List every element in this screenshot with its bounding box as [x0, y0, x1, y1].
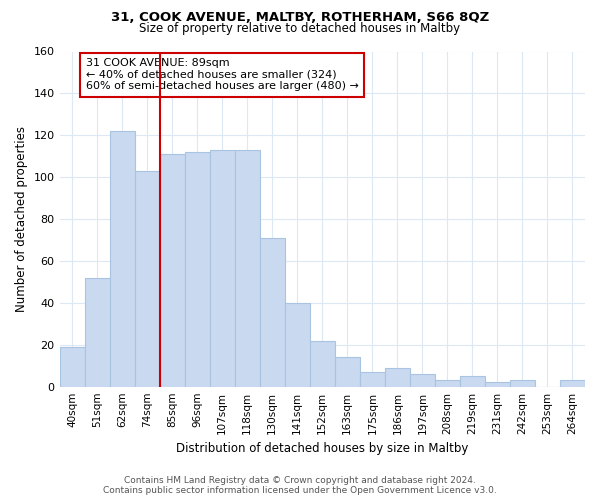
Bar — [285, 303, 310, 386]
Text: Size of property relative to detached houses in Maltby: Size of property relative to detached ho… — [139, 22, 461, 35]
Bar — [410, 374, 435, 386]
Bar — [435, 380, 460, 386]
Bar — [85, 278, 110, 386]
Text: Contains HM Land Registry data © Crown copyright and database right 2024.
Contai: Contains HM Land Registry data © Crown c… — [103, 476, 497, 495]
Bar — [110, 131, 134, 386]
Bar — [160, 154, 185, 386]
Bar — [209, 150, 235, 386]
Bar — [185, 152, 209, 386]
Bar — [134, 171, 160, 386]
Bar — [485, 382, 510, 386]
Text: 31, COOK AVENUE, MALTBY, ROTHERHAM, S66 8QZ: 31, COOK AVENUE, MALTBY, ROTHERHAM, S66 … — [111, 11, 489, 24]
Bar — [310, 340, 335, 386]
Bar — [235, 150, 260, 386]
Bar — [59, 347, 85, 387]
Bar — [460, 376, 485, 386]
Text: 31 COOK AVENUE: 89sqm
← 40% of detached houses are smaller (324)
60% of semi-det: 31 COOK AVENUE: 89sqm ← 40% of detached … — [86, 58, 359, 92]
Bar — [385, 368, 410, 386]
Bar — [260, 238, 285, 386]
Y-axis label: Number of detached properties: Number of detached properties — [15, 126, 28, 312]
Bar — [335, 358, 360, 386]
Bar — [560, 380, 585, 386]
Bar — [510, 380, 535, 386]
X-axis label: Distribution of detached houses by size in Maltby: Distribution of detached houses by size … — [176, 442, 469, 455]
Bar — [360, 372, 385, 386]
